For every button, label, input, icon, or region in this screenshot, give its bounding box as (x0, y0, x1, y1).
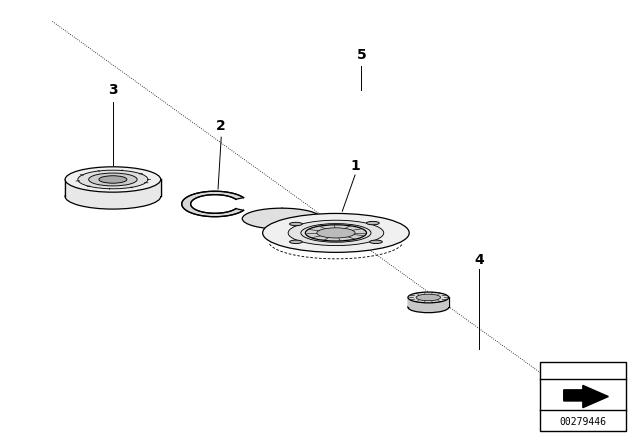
Polygon shape (282, 208, 336, 243)
Text: 00279446: 00279446 (559, 417, 606, 427)
Text: 5: 5 (356, 48, 366, 62)
Ellipse shape (408, 302, 449, 313)
Ellipse shape (289, 222, 302, 226)
Ellipse shape (408, 292, 449, 303)
Ellipse shape (243, 208, 321, 229)
Ellipse shape (89, 173, 137, 186)
Text: 3: 3 (108, 83, 118, 97)
Polygon shape (564, 385, 609, 408)
FancyBboxPatch shape (540, 362, 626, 431)
Ellipse shape (288, 220, 384, 246)
Text: 4: 4 (474, 253, 484, 267)
Ellipse shape (99, 176, 127, 183)
Ellipse shape (367, 221, 380, 225)
Polygon shape (65, 180, 161, 196)
Ellipse shape (78, 170, 148, 189)
Ellipse shape (262, 213, 409, 252)
Ellipse shape (317, 228, 355, 238)
Text: 2: 2 (216, 119, 226, 133)
Ellipse shape (305, 225, 367, 241)
Ellipse shape (65, 167, 161, 192)
Polygon shape (182, 191, 244, 217)
Text: 1: 1 (350, 159, 360, 173)
Ellipse shape (65, 184, 161, 209)
Ellipse shape (369, 240, 382, 244)
Polygon shape (408, 297, 449, 307)
Ellipse shape (289, 240, 302, 244)
Ellipse shape (416, 294, 440, 301)
